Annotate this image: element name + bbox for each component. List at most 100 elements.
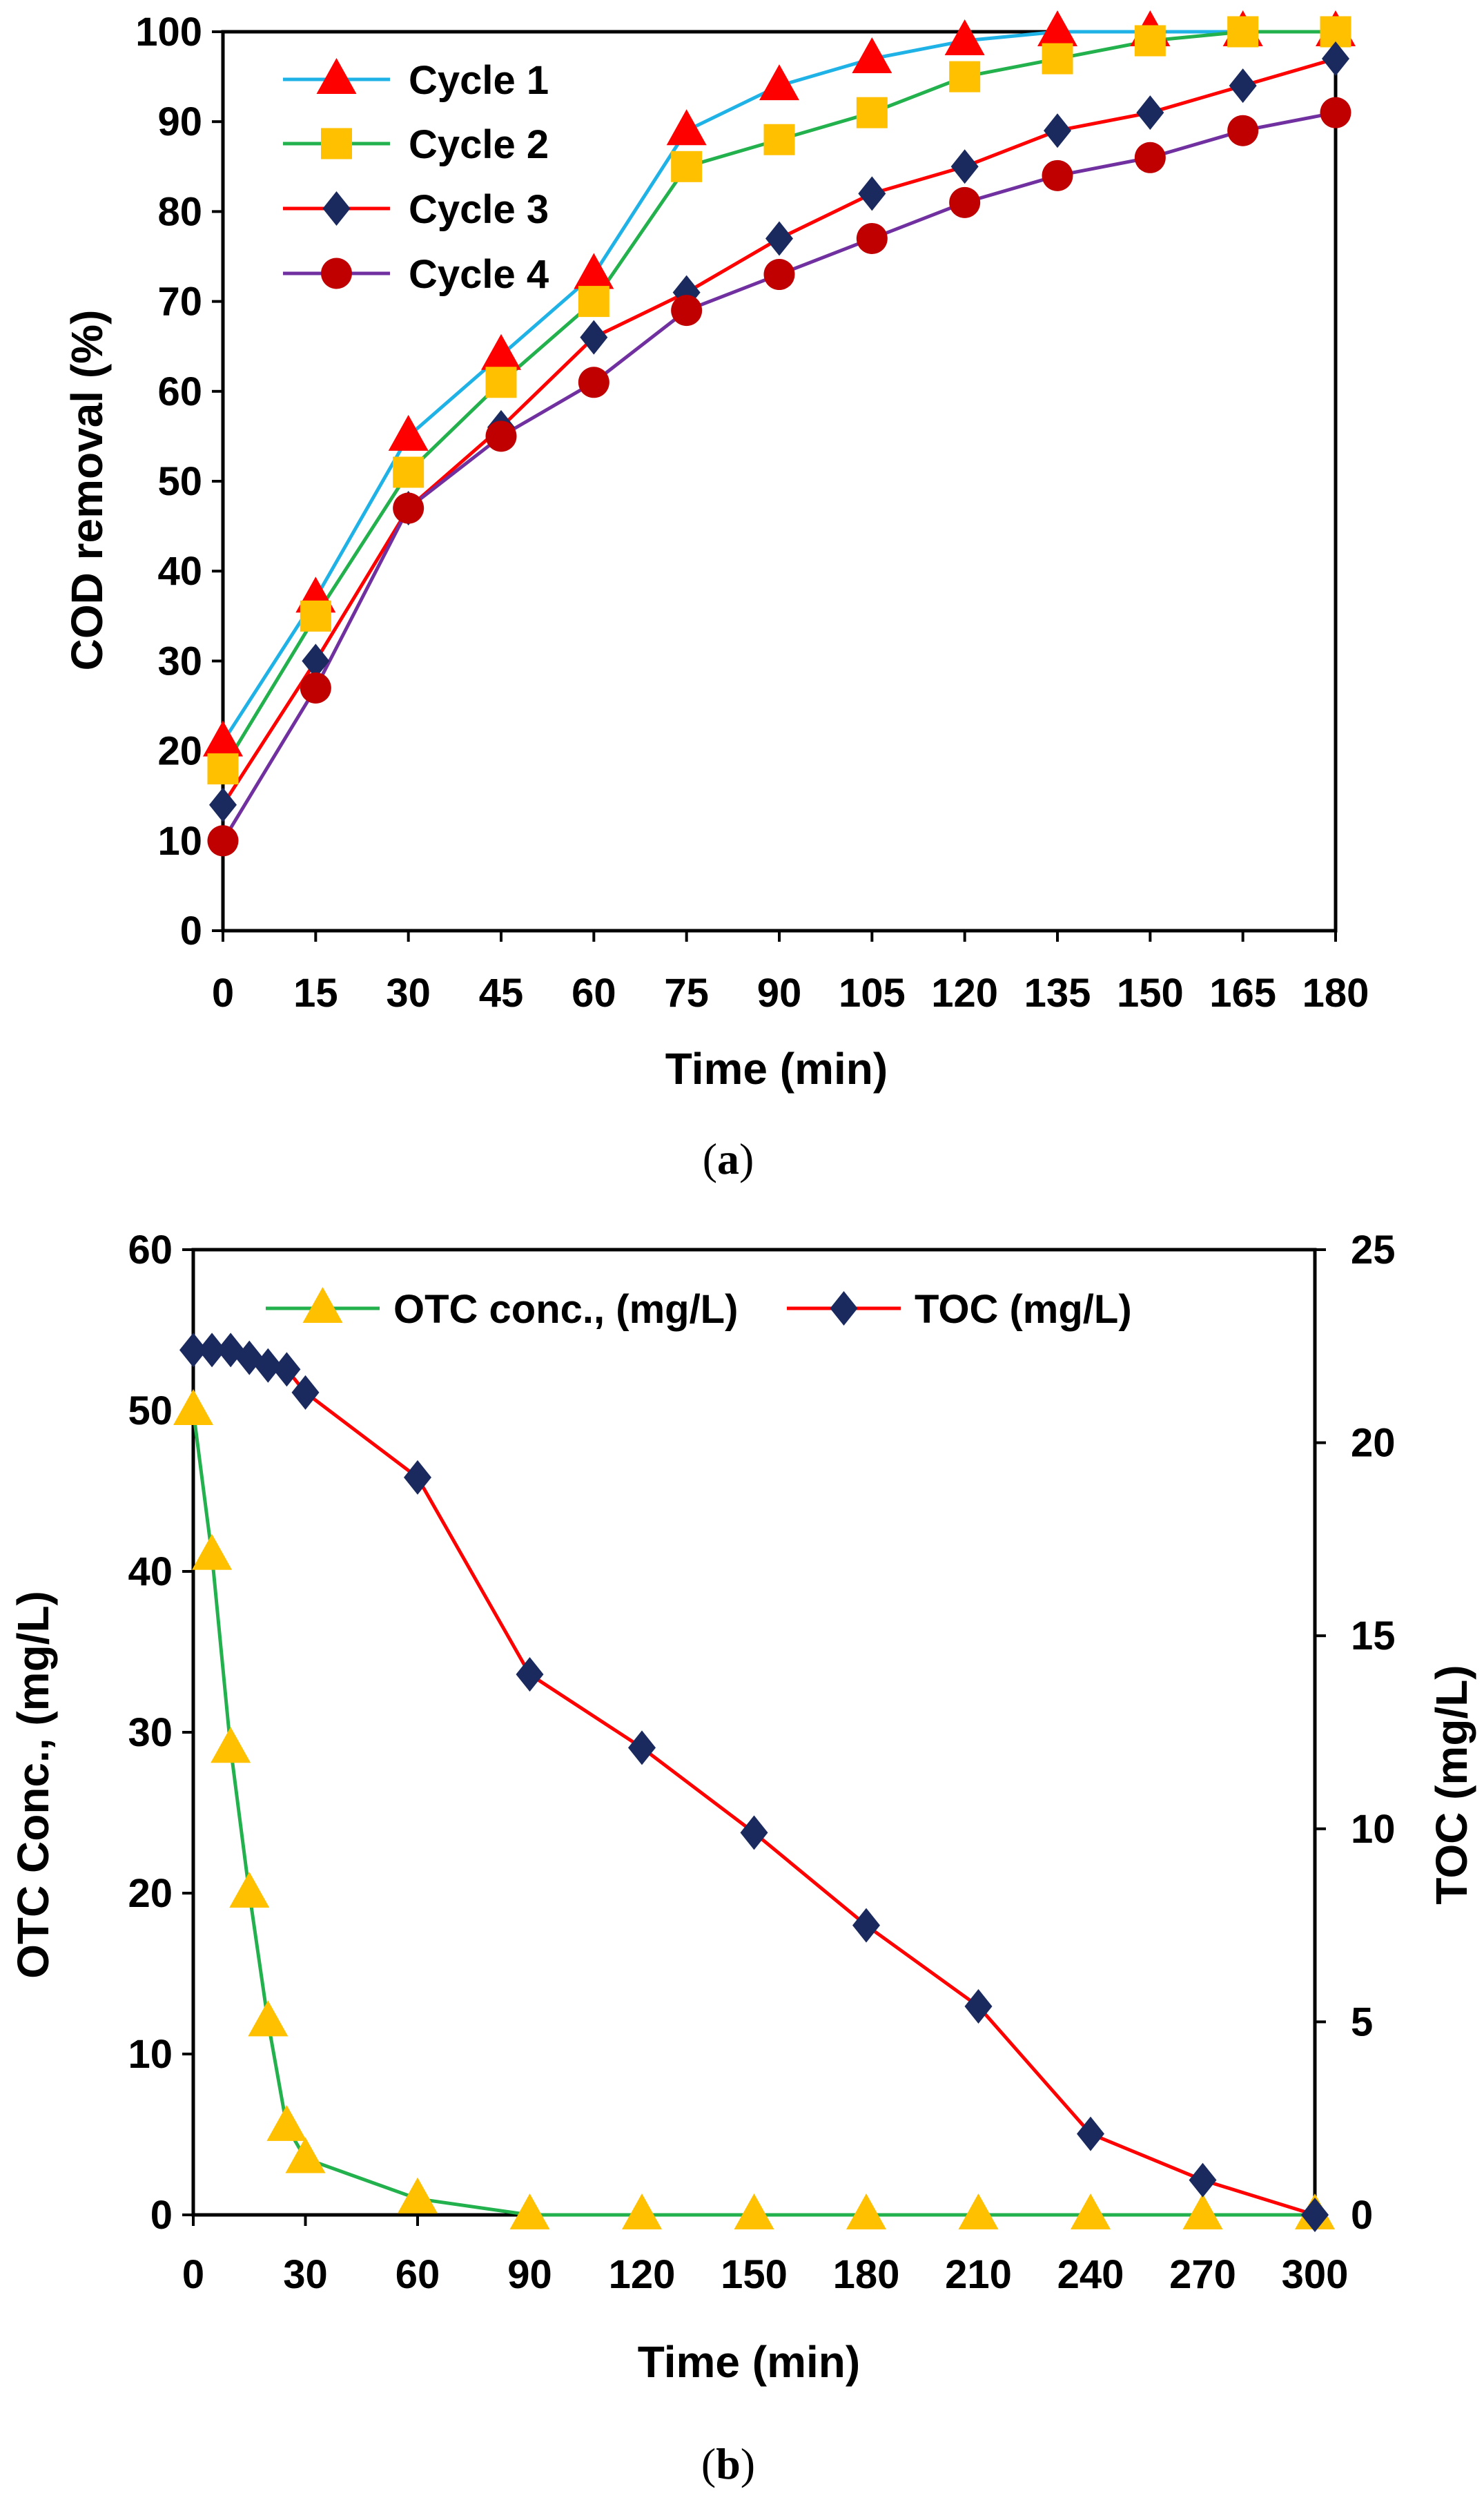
panel-b-point-otc (622, 2193, 662, 2229)
panel-a-caption-letter: a (717, 1134, 739, 1183)
panel-a-point-cycle-3 (950, 149, 979, 184)
panel-b-point-toc (516, 1657, 544, 1692)
panel-a-y-tick-label: 80 (157, 189, 202, 234)
panel-a-y-tick-label: 40 (157, 549, 202, 594)
panel-b-x-tick-label: 0 (182, 2252, 204, 2297)
panel-b-y-tick-label: 10 (128, 2032, 173, 2077)
panel-a-y-tick-label: 0 (180, 909, 202, 953)
panel-b-y2-tick-label: 5 (1351, 1999, 1373, 2044)
panel-a-x-axis-label: Time (min) (665, 1044, 888, 1094)
panel-b-y2-tick-label: 15 (1351, 1614, 1396, 1658)
panel-b-x-tick-label: 240 (1057, 2252, 1124, 2297)
panel-a-point-cycle-2 (207, 753, 239, 785)
panel-a-x-tick-label: 105 (839, 971, 906, 1016)
panel-a-point-cycle-4 (207, 825, 239, 857)
panel-a-series-line-3 (221, 57, 1336, 806)
panel-b-y-tick-label: 50 (128, 1388, 173, 1433)
panel-a-point-cycle-4 (763, 259, 795, 291)
panel-b-caption-open: ( (701, 2439, 716, 2488)
panel-b-point-otc (229, 1872, 270, 1908)
panel-a-caption-close: ) (739, 1134, 754, 1183)
panel-a-legend-marker-4 (321, 258, 352, 289)
panel-b-x-tick-label: 270 (1169, 2252, 1236, 2297)
panel-a-x-tick-label: 150 (1117, 971, 1184, 1016)
panel-b-point-toc (1301, 2198, 1329, 2232)
panel-a-x-tick-label: 30 (386, 971, 431, 1016)
panel-a-y-tick-label: 30 (157, 639, 202, 684)
panel-b-x-tick-label: 30 (283, 2252, 328, 2297)
panel-b-x-axis-label: Time (min) (638, 2337, 860, 2387)
panel-b-y2-tick-label: 25 (1351, 1228, 1396, 1272)
panel-b-chart: 0 10 20 30 40 50 60 0 5 10 15 20 25 0 30 60 90 120 150 180 2… (8, 1228, 1476, 2488)
panel-b-legend-label: OTC conc., (mg/L) (393, 1287, 738, 1332)
panel-b-legend-marker-2 (830, 1291, 858, 1326)
panel-a-x-tick-label: 165 (1209, 971, 1276, 1016)
panel-a-legend-marker-1 (316, 58, 357, 94)
panel-b-point-otc (285, 2137, 326, 2173)
panel-b-x-tick-label: 150 (721, 2252, 788, 2297)
panel-a-plot-frame (221, 30, 1338, 933)
panel-a-point-cycle-4 (949, 186, 981, 218)
panel-b-point-toc (1189, 2162, 1217, 2198)
panel-b-y-tick-label: 20 (128, 1871, 173, 1916)
panel-a-point-cycle-3 (580, 320, 608, 355)
panel-b-y-tick-label: 40 (128, 1549, 173, 1594)
panel-a-legend-label: Cycle 2 (409, 122, 549, 167)
panel-b-series-line-1 (191, 1410, 1315, 2217)
panel-b-point-toc (273, 1352, 301, 1387)
panel-a-point-cycle-2 (763, 124, 795, 155)
panel-b-point-toc (404, 1460, 431, 1495)
panel-b-point-toc (198, 1333, 226, 1368)
panel-b-x-tick-label: 90 (507, 2252, 552, 2297)
panel-b-x-tick-label: 180 (833, 2252, 900, 2297)
panel-b-y2-tick-label: 0 (1351, 2193, 1373, 2238)
panel-b-point-otc (958, 2193, 999, 2229)
panel-b-point-otc (398, 2177, 438, 2213)
panel-a-point-cycle-3 (765, 221, 793, 256)
panel-a-point-cycle-2 (1134, 25, 1166, 57)
panel-a-point-cycle-4 (1227, 115, 1259, 146)
panel-a-point-cycle-1 (1037, 10, 1077, 46)
panel-a-point-cycle-2 (1042, 43, 1073, 75)
panel-b-x-tick-label: 120 (609, 2252, 676, 2297)
panel-a-point-cycle-2 (578, 286, 609, 318)
panel-a-chart: 0 10 20 30 40 50 60 70 80 90 100 0 15 30 45 60 75 90 105 12… (62, 10, 1369, 1183)
panel-b-point-otc (211, 1727, 251, 1763)
panel-a-x-tick-label: 60 (572, 971, 616, 1016)
panel-b-point-otc (1182, 2193, 1223, 2229)
panel-a-point-cycle-1 (944, 19, 985, 56)
panel-a-x-tick-label: 0 (212, 971, 234, 1016)
panel-a-point-cycle-1 (759, 64, 799, 101)
panel-b-x-tick-label: 60 (396, 2252, 440, 2297)
panel-b-y2-tick-label: 10 (1351, 1807, 1396, 1852)
panel-b-y-tick-label: 30 (128, 1710, 173, 1755)
panel-b-y-axis-label: OTC Conc., (mg/L) (8, 1591, 58, 1979)
panel-b-point-toc (179, 1333, 207, 1368)
panel-a-point-cycle-2 (300, 600, 331, 632)
panel-b-point-otc (173, 1389, 213, 1425)
panel-a-x-tick-label: 120 (931, 971, 998, 1016)
panel-b-point-toc (291, 1375, 320, 1410)
panel-a-point-cycle-2 (485, 367, 517, 398)
panel-a-point-cycle-2 (856, 97, 888, 128)
panel-a-point-cycle-1 (388, 414, 429, 451)
panel-a-point-cycle-3 (1322, 41, 1349, 77)
panel-b-point-toc (628, 1730, 656, 1765)
panel-a-legend-label: Cycle 1 (409, 58, 549, 103)
panel-a-legend-label: Cycle 4 (409, 252, 549, 297)
panel-b-caption-letter: b (716, 2439, 741, 2488)
panel-a-point-cycle-3 (302, 643, 330, 679)
panel-a-x-tick-label: 135 (1024, 971, 1091, 1016)
panel-a-point-cycle-2 (393, 456, 424, 488)
panel-b-series-line-2 (193, 1348, 1316, 2217)
panel-a-point-cycle-1 (574, 253, 614, 289)
panel-a-point-cycle-4 (856, 222, 888, 254)
panel-b-point-otc (509, 2193, 550, 2229)
panel-a-y-tick-label: 70 (157, 280, 202, 324)
panel-b-point-otc (248, 2000, 289, 2037)
panel-a-y-tick-label: 20 (157, 729, 202, 774)
panel-a-y-axis-label: COD removal (%) (62, 310, 112, 671)
panel-a-point-cycle-4 (300, 672, 331, 704)
panel-a-point-cycle-2 (949, 61, 981, 93)
